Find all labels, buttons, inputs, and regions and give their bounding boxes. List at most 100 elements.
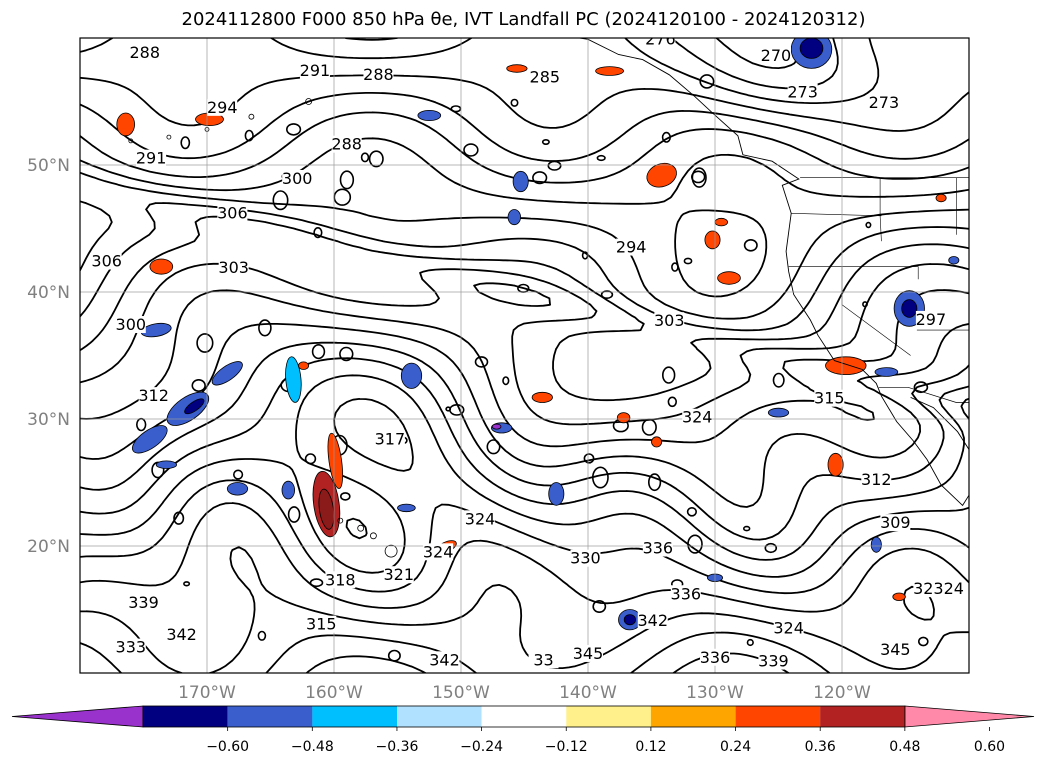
contour-cell xyxy=(180,136,191,150)
state-border xyxy=(788,266,919,280)
contour-cell xyxy=(742,525,751,532)
contour-label: 342 xyxy=(166,625,197,644)
anomaly-patch xyxy=(548,482,565,506)
contour-cell xyxy=(244,129,254,142)
contour-cell xyxy=(683,257,693,265)
contour-cell xyxy=(865,221,872,229)
gridlines xyxy=(80,38,969,673)
contour-label: 321 xyxy=(383,565,414,584)
border-us-mexico xyxy=(878,386,969,403)
anomaly-patch xyxy=(651,436,663,448)
contour-cell xyxy=(917,636,929,647)
island xyxy=(248,113,255,120)
contour-label-bg xyxy=(217,204,248,222)
lat-tick-label: 30°N xyxy=(27,410,70,430)
anomaly-patch xyxy=(400,362,423,389)
contour-cell xyxy=(596,154,606,162)
contour-cell xyxy=(671,262,679,272)
contour-label: 324 xyxy=(773,619,804,638)
colorbar-segment xyxy=(820,706,905,727)
colorbar-segment xyxy=(312,706,397,727)
anomaly-patch xyxy=(512,170,529,193)
contour-label-bg xyxy=(787,83,818,101)
contour-label-bg xyxy=(129,44,160,62)
contour-label-bg xyxy=(306,615,337,633)
contour-cell xyxy=(862,301,868,308)
anomaly-patch xyxy=(297,361,309,370)
lon-tick-label: 150°W xyxy=(432,683,490,703)
contour-label-bg xyxy=(773,619,804,637)
contour-label: 342 xyxy=(637,611,668,630)
contour-label-bg xyxy=(573,644,603,662)
contour-label: 303 xyxy=(218,258,249,277)
contour-cell xyxy=(339,170,355,190)
anomaly-patch xyxy=(935,193,947,203)
island xyxy=(384,544,398,558)
contour-cell xyxy=(313,227,323,239)
colorbar-segment xyxy=(650,706,736,727)
contour-label: 303 xyxy=(654,311,685,330)
contour-label: 273 xyxy=(787,83,818,102)
contour-label: 273 xyxy=(869,93,900,112)
contour-label: 315 xyxy=(814,389,845,408)
contour-label-bg xyxy=(136,149,167,167)
anomaly-patch xyxy=(506,64,528,73)
contour-cell xyxy=(764,542,778,554)
contour-cell xyxy=(661,366,676,384)
colorbar-tick-label: 0.48 xyxy=(889,739,920,755)
colorbar-segment xyxy=(227,706,313,727)
contour-label: 336 xyxy=(671,584,702,603)
contour-label: 294 xyxy=(616,238,647,257)
contour-cell xyxy=(699,74,715,89)
contour-cell xyxy=(667,396,677,408)
anomaly-patch xyxy=(116,112,135,137)
contour-label-bg xyxy=(529,68,560,86)
island xyxy=(305,98,313,105)
map-background xyxy=(80,38,969,673)
contour-line-300 xyxy=(80,137,969,298)
contour-label-bg xyxy=(616,238,647,256)
lat-tick-label: 40°N xyxy=(27,283,70,303)
figure-title: 2024112800 F000 850 hPa θe, IVT Landfall… xyxy=(181,9,866,30)
contour-cell xyxy=(687,534,703,554)
colorbar-segment xyxy=(735,706,821,727)
contour-cell xyxy=(257,630,267,641)
lon-tick-label: 120°W xyxy=(813,683,871,703)
anomaly-patch xyxy=(623,614,637,626)
contour-cell xyxy=(272,190,289,211)
colorbar-tick-label: −0.48 xyxy=(291,739,334,755)
colorbar-tick-label: 0.60 xyxy=(974,739,1005,755)
contour-cell xyxy=(691,167,707,188)
contour-label-bg xyxy=(91,252,122,270)
lon-tick-label: 160°W xyxy=(305,683,363,703)
contour-label-bg xyxy=(218,258,249,276)
contour-label: 270 xyxy=(761,46,792,65)
contour-label-bg xyxy=(325,571,356,589)
contour-label-bg xyxy=(915,310,946,328)
contour-label-bg xyxy=(423,543,454,561)
colorbar-tick-label: 0.24 xyxy=(720,739,751,755)
contour-label: 342 xyxy=(429,650,460,669)
contour-label: 312 xyxy=(138,386,169,405)
coastlines xyxy=(128,38,969,558)
anomaly-patch xyxy=(595,66,624,76)
contour-label-bg xyxy=(880,641,911,659)
contour-label: 339 xyxy=(758,652,789,671)
contour-label-bg xyxy=(670,585,701,603)
contour-label-bg xyxy=(758,652,789,670)
contour-cell xyxy=(547,160,562,171)
contour-cell xyxy=(502,376,510,386)
anomaly-patch xyxy=(327,432,344,489)
colorbar-segment xyxy=(397,706,482,727)
contour-label: 324 xyxy=(465,509,496,528)
contour-cell xyxy=(183,581,191,587)
anomaly-patch xyxy=(870,536,882,553)
lon-tick-label: 130°W xyxy=(686,683,744,703)
contour-label: 297 xyxy=(916,310,947,329)
anomaly-patch xyxy=(149,258,174,275)
contour-label: 330 xyxy=(570,549,601,568)
contour-label: 333 xyxy=(116,638,147,657)
contour-label-bg xyxy=(642,539,673,557)
contour-label-bg xyxy=(383,566,414,584)
colorbar-extend-high xyxy=(904,705,1035,728)
